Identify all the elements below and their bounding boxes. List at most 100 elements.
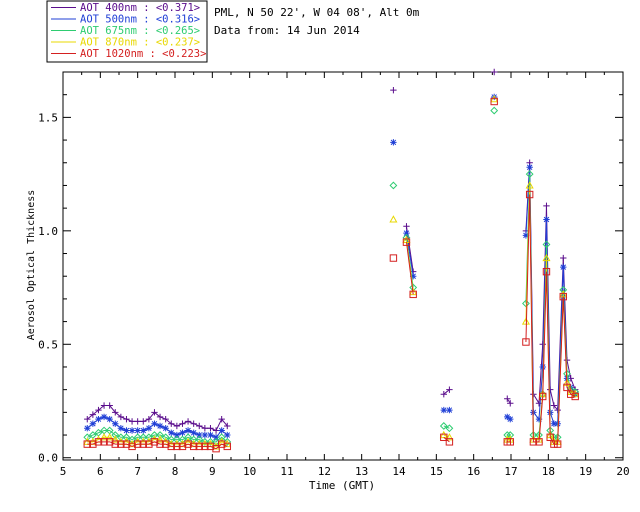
data-point xyxy=(206,437,215,446)
data-point xyxy=(542,253,551,262)
data-point xyxy=(445,433,454,441)
x-tick-label: 16 xyxy=(467,465,480,478)
data-point xyxy=(529,438,538,446)
x-tick-label: 17 xyxy=(504,465,517,478)
data-point xyxy=(184,427,192,434)
data-point xyxy=(212,434,220,441)
x-tick-label: 5 xyxy=(60,465,67,478)
data-point xyxy=(161,440,170,448)
data-point xyxy=(150,438,159,446)
x-axis: 5 6 7 8 9 10 11 12 13 14 15 16 17 18 19 20 xyxy=(60,72,630,478)
data-point xyxy=(402,238,411,246)
data-point xyxy=(206,442,215,451)
data-point xyxy=(559,292,567,301)
y-tick-label: 0.0 xyxy=(38,452,58,465)
y-axis: 0.0 0.5 1.0 1.5 xyxy=(38,94,623,465)
data-point xyxy=(389,181,398,190)
data-point xyxy=(156,440,164,448)
data-point xyxy=(223,439,232,448)
data-point xyxy=(196,431,203,439)
x-tick-label: 13 xyxy=(355,465,368,478)
station-info: PML, N 50 22', W 04 08', Alt 0m xyxy=(214,6,420,19)
series-line xyxy=(443,425,450,429)
data-point xyxy=(156,413,164,421)
data-point xyxy=(546,433,554,442)
x-tick-label: 11 xyxy=(280,465,293,478)
data-point xyxy=(207,431,214,439)
data-point xyxy=(201,431,209,439)
series-aot-870nm xyxy=(83,94,580,450)
data-point xyxy=(122,440,131,448)
data-point xyxy=(156,435,165,443)
data-point xyxy=(83,440,91,448)
data-point xyxy=(542,240,551,249)
data-point xyxy=(145,425,153,432)
x-axis-label: Time (GMT) xyxy=(309,479,375,492)
data-point xyxy=(446,386,453,393)
data-point xyxy=(445,438,454,446)
data-point xyxy=(133,440,142,448)
x-tick-label: 18 xyxy=(542,465,555,478)
data-point xyxy=(89,440,97,448)
x-tick-label: 10 xyxy=(243,465,256,478)
data-point xyxy=(526,164,533,171)
legend-label: AOT 675nm : <0.265> xyxy=(80,25,200,37)
data-point xyxy=(123,415,130,423)
series-aot-675nm xyxy=(83,106,580,446)
data-point xyxy=(539,392,547,401)
data-point xyxy=(525,190,534,199)
data-point xyxy=(140,427,147,434)
legend-label: AOT 870nm : <0.237> xyxy=(80,37,200,49)
data-point xyxy=(134,418,141,425)
series-line xyxy=(525,162,576,412)
data-point xyxy=(190,420,197,427)
data-point xyxy=(409,287,418,296)
data-point xyxy=(179,420,186,427)
x-tick-label: 8 xyxy=(172,465,179,478)
data-point xyxy=(151,420,158,427)
data-point xyxy=(151,409,158,416)
data-point xyxy=(567,384,574,391)
x-tick-label: 6 xyxy=(97,465,104,478)
data-point xyxy=(140,418,147,425)
data-point xyxy=(390,86,397,94)
x-tick-label: 20 xyxy=(616,465,629,478)
x-tick-label: 14 xyxy=(392,465,406,478)
data-date: Data from: 14 Jun 2014 xyxy=(214,24,360,37)
data-point xyxy=(550,402,558,409)
data-point xyxy=(111,435,120,443)
data-point xyxy=(567,390,575,398)
data-point xyxy=(105,433,114,441)
x-tick-label: 7 xyxy=(134,465,141,478)
data-point xyxy=(123,427,130,434)
data-point xyxy=(100,413,108,421)
data-point xyxy=(84,415,91,423)
data-point xyxy=(111,440,119,448)
x-tick-label: 19 xyxy=(579,465,592,478)
data-point xyxy=(145,440,153,448)
data-point xyxy=(184,440,192,448)
data-point xyxy=(224,422,231,430)
data-point xyxy=(117,425,125,432)
data-point xyxy=(100,438,108,446)
series-aot-1020nm xyxy=(83,97,579,453)
data-point xyxy=(200,437,209,446)
data-point xyxy=(491,68,498,76)
data-point xyxy=(542,267,551,276)
x-tick-label: 9 xyxy=(209,465,216,478)
data-point xyxy=(89,420,97,427)
data-point xyxy=(212,444,220,453)
x-tick-label: 15 xyxy=(430,465,443,478)
data-point xyxy=(168,420,175,427)
data-point xyxy=(173,422,181,430)
data-point xyxy=(525,170,534,179)
data-point xyxy=(106,402,113,409)
data-point xyxy=(554,420,561,427)
data-point xyxy=(560,263,567,271)
data-point xyxy=(139,440,147,448)
data-point xyxy=(440,390,447,398)
data-point xyxy=(506,438,514,446)
data-point xyxy=(156,422,164,430)
data-point xyxy=(504,395,511,402)
data-point xyxy=(440,406,447,414)
